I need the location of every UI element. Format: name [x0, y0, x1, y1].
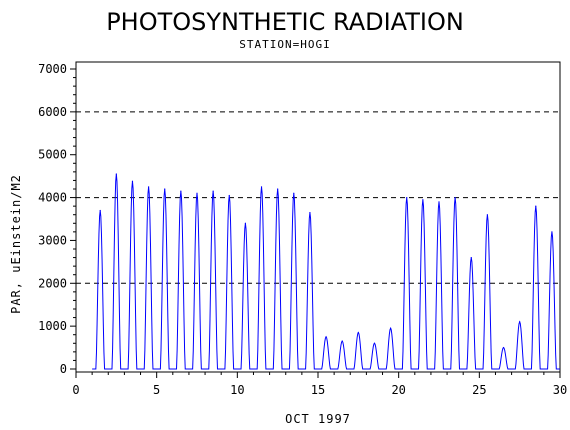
y-axis: 0 1000 2000 3000 4000 5000 6000 7000: [38, 62, 76, 376]
daily-peak-point: [293, 192, 295, 194]
daily-peak-point: [551, 231, 553, 233]
y-tick-label: 4000: [38, 191, 67, 205]
x-tick-label: 10: [230, 383, 244, 397]
daily-peak-point: [228, 194, 230, 197]
daily-peak-point: [422, 199, 424, 201]
chart-title: PHOTOSYNTHETIC RADIATION: [106, 8, 464, 36]
y-tick-label: 0: [60, 362, 67, 376]
x-tick-label: 30: [553, 383, 567, 397]
daily-peak-point: [115, 173, 117, 175]
daily-peak-point: [309, 211, 311, 214]
daily-peak-point: [535, 205, 537, 207]
daily-peak-point: [244, 222, 246, 224]
daily-peak-point: [99, 209, 101, 212]
daily-peak-point: [519, 321, 521, 323]
x-tick-label: 15: [311, 383, 325, 397]
daily-peak-point: [470, 256, 472, 259]
y-tick-label: 7000: [38, 62, 67, 76]
x-tick-label: 0: [72, 383, 79, 397]
x-axis: 0 5 10 15 20 25 30: [72, 372, 567, 397]
daily-peak-point: [438, 201, 440, 203]
daily-peak-point: [406, 196, 408, 199]
daily-peak-point: [131, 180, 134, 182]
daily-peak-point: [212, 190, 214, 192]
daily-peak-point: [373, 342, 376, 344]
y-tick-label: 3000: [38, 233, 67, 247]
y-tick-label: 6000: [38, 105, 67, 119]
daily-peak-markers: [99, 173, 553, 349]
daily-peak-point: [148, 186, 150, 188]
y-tick-label: 1000: [38, 319, 67, 333]
daily-peak-point: [390, 327, 392, 329]
reference-lines: [76, 111, 560, 284]
daily-peak-point: [341, 340, 343, 342]
daily-peak-point: [196, 192, 198, 194]
x-tick-label: 5: [153, 383, 160, 397]
daily-peak-point: [260, 186, 263, 188]
y-tick-label: 5000: [38, 148, 67, 162]
daily-peak-point: [357, 331, 359, 334]
y-tick-label: 2000: [38, 276, 67, 290]
daily-peak-point: [180, 190, 182, 192]
daily-peak-point: [277, 188, 279, 190]
y-axis-label: PAR, uEinstein/M2: [9, 174, 23, 314]
daily-peak-point: [325, 336, 327, 338]
x-tick-label: 25: [472, 383, 486, 397]
plot-frame: [75, 61, 561, 373]
par-series-line: [92, 173, 560, 370]
daily-peak-point: [486, 214, 488, 216]
daily-peak-point: [502, 346, 505, 349]
daily-peak-point: [164, 188, 166, 190]
daily-peak-point: [454, 196, 456, 199]
chart-subtitle: STATION=HOGI: [239, 38, 330, 51]
x-tick-label: 20: [391, 383, 405, 397]
x-axis-label: OCT 1997: [285, 412, 351, 426]
